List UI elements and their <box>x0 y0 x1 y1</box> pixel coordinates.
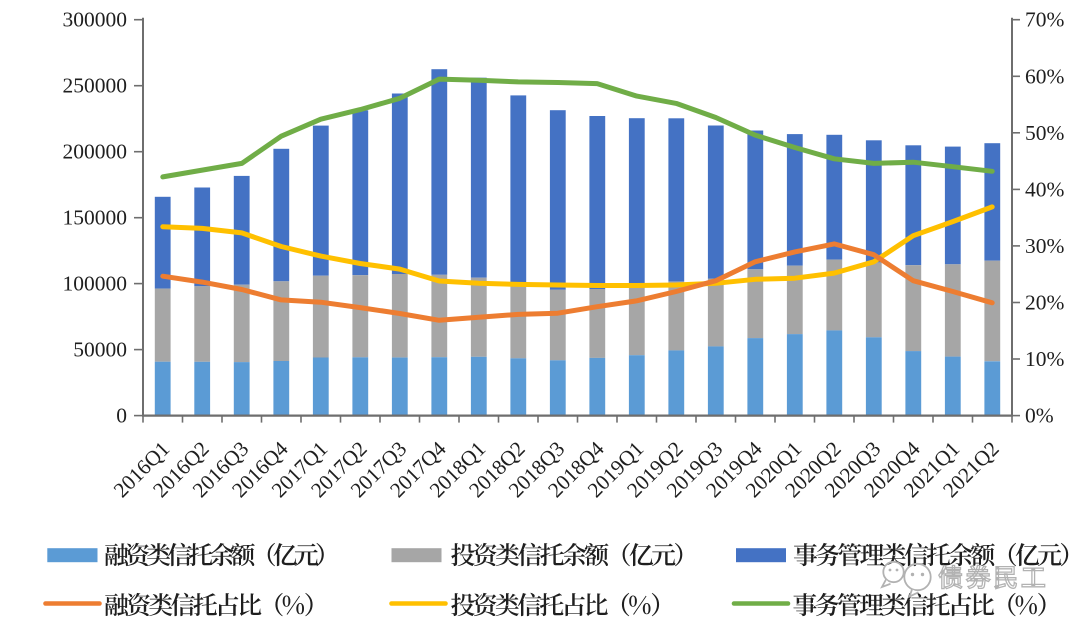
svg-text:20%: 20% <box>1025 291 1065 315</box>
svg-text:0%: 0% <box>1025 404 1054 428</box>
svg-text:10%: 10% <box>1025 347 1065 371</box>
svg-text:300000: 300000 <box>63 8 128 32</box>
svg-text:40%: 40% <box>1025 177 1065 201</box>
svg-text:100000: 100000 <box>63 272 128 296</box>
svg-text:60%: 60% <box>1025 64 1065 88</box>
svg-text:50000: 50000 <box>73 338 127 362</box>
svg-text:200000: 200000 <box>63 140 128 164</box>
svg-text:150000: 150000 <box>63 206 128 230</box>
svg-text:250000: 250000 <box>63 74 128 98</box>
svg-text:30%: 30% <box>1025 234 1065 258</box>
svg-text:50%: 50% <box>1025 121 1065 145</box>
svg-text:70%: 70% <box>1025 8 1065 32</box>
svg-text:0: 0 <box>116 404 127 428</box>
